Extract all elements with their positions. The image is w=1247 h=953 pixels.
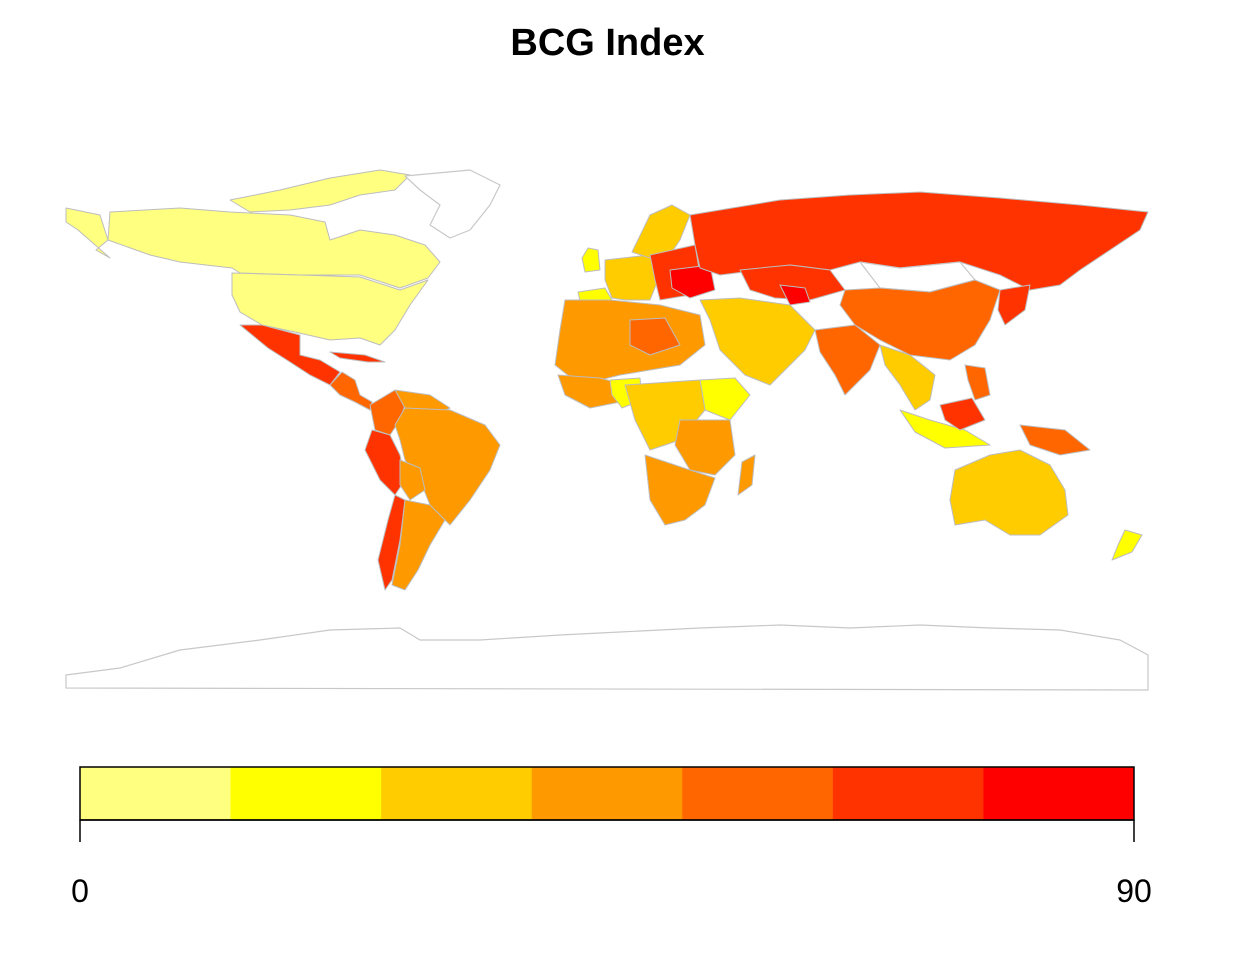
region-southeast-asia bbox=[879, 344, 936, 411]
legend-bin-2 bbox=[381, 767, 533, 820]
region-australia bbox=[949, 449, 1069, 536]
map-title: BCG Index bbox=[510, 22, 705, 64]
legend-bin-3 bbox=[531, 767, 683, 820]
legend-label-min: 0 bbox=[71, 873, 89, 909]
region-libya bbox=[629, 317, 681, 356]
legend-bin-5 bbox=[832, 767, 984, 820]
region-canada bbox=[107, 207, 441, 289]
region-middle-east bbox=[699, 297, 816, 386]
region-cuba bbox=[329, 351, 386, 363]
region-antarctica bbox=[65, 624, 1149, 691]
region-japan bbox=[997, 284, 1031, 326]
region-uk bbox=[581, 247, 601, 273]
region-usa bbox=[231, 272, 429, 346]
region-argentina bbox=[391, 499, 446, 591]
region-greenland bbox=[404, 169, 501, 239]
region-madagascar bbox=[737, 454, 756, 496]
legend-bin-6 bbox=[983, 767, 1135, 820]
region-kazakhstan bbox=[739, 264, 846, 301]
region-uzbekistan bbox=[779, 284, 811, 306]
region-peru bbox=[364, 429, 406, 496]
region-mexico bbox=[239, 324, 341, 386]
legend-label-max: 90 bbox=[1116, 873, 1152, 909]
legend-bin-4 bbox=[682, 767, 834, 820]
region-southern-africa bbox=[644, 454, 716, 526]
region-new-zealand bbox=[1111, 529, 1143, 561]
region-alaska bbox=[65, 207, 111, 259]
region-canada-arctic bbox=[229, 169, 411, 213]
legend-bin-0 bbox=[80, 767, 232, 820]
region-new-guinea bbox=[1019, 424, 1091, 456]
region-central-america bbox=[329, 371, 373, 411]
region-brazil bbox=[394, 407, 501, 526]
region-east-africa bbox=[674, 419, 736, 476]
region-india bbox=[814, 324, 881, 396]
region-philippines bbox=[964, 364, 991, 401]
region-indonesia bbox=[899, 409, 991, 449]
region-bolivia bbox=[399, 459, 426, 501]
legend-bin-1 bbox=[230, 767, 382, 820]
region-borneo bbox=[939, 397, 986, 431]
